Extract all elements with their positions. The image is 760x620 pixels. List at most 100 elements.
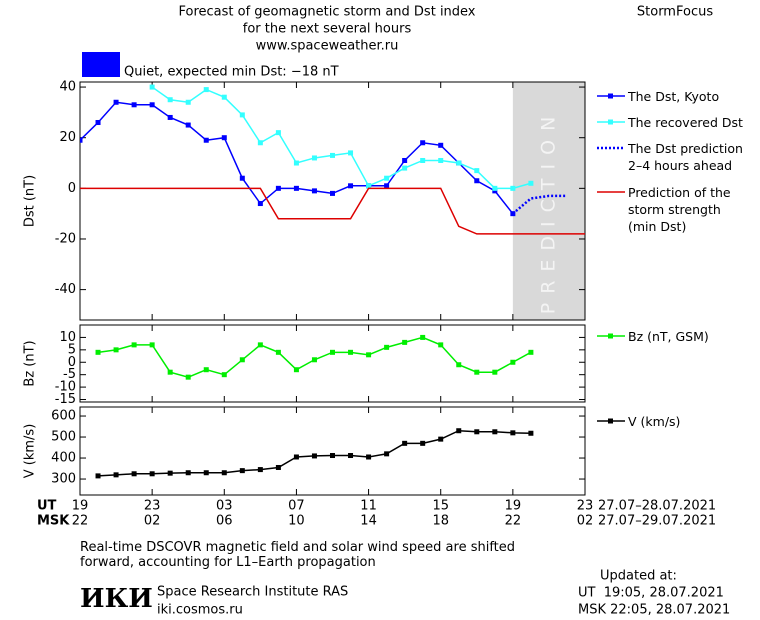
marker	[420, 140, 426, 146]
institute: Space Research Institute RAS	[157, 585, 348, 600]
marker	[203, 87, 209, 93]
marker	[275, 185, 281, 191]
plot-frame	[79, 406, 586, 496]
marker	[203, 470, 209, 476]
y-axis-label: Bz (nT)	[23, 340, 38, 386]
marker	[438, 436, 444, 442]
marker	[348, 150, 354, 156]
x-tick-label-msk: 02	[577, 514, 594, 529]
marker	[167, 97, 173, 103]
series-line	[97, 429, 531, 477]
marker	[221, 135, 227, 141]
marker	[185, 122, 191, 128]
marker	[492, 188, 498, 194]
series-line	[512, 194, 567, 215]
series-line	[80, 187, 585, 235]
marker	[113, 347, 119, 353]
marker	[402, 157, 408, 163]
legend-label: V (km/s)	[628, 414, 681, 429]
marker	[95, 349, 101, 355]
legend-marker	[608, 333, 613, 339]
marker	[95, 473, 101, 479]
marker	[203, 367, 209, 373]
marker	[257, 342, 263, 348]
marker	[149, 471, 155, 477]
marker	[438, 142, 444, 148]
marker	[420, 440, 426, 446]
marker	[257, 140, 263, 146]
marker	[311, 453, 317, 459]
marker	[185, 99, 191, 105]
x-tick-label-msk: 14	[360, 514, 377, 529]
prediction-zone	[512, 82, 585, 320]
marker	[420, 334, 426, 340]
marker	[384, 344, 390, 350]
marker	[239, 175, 245, 181]
y-tick-label: 600	[51, 409, 76, 424]
x-row-label: MSK	[37, 514, 70, 529]
x-tick-label-msk: 02	[144, 514, 161, 529]
marker	[528, 430, 534, 436]
marker	[420, 157, 426, 163]
marker	[221, 94, 227, 100]
y-tick-label: 40	[59, 80, 76, 95]
prediction-label: PREDICTION	[537, 108, 559, 315]
marker	[402, 165, 408, 171]
marker	[80, 137, 83, 143]
marker	[167, 369, 173, 375]
x-range: 27.07–29.07.2021	[598, 514, 716, 529]
x-row-label: UT	[37, 499, 57, 514]
series-group	[80, 84, 585, 235]
title: Forecast of geomagnetic storm and Dst in…	[178, 5, 475, 20]
brand: StormFocus	[637, 5, 713, 20]
marker	[131, 102, 137, 108]
url: iki.cosmos.ru	[157, 603, 243, 618]
marker	[185, 374, 191, 380]
marker	[239, 112, 245, 118]
marker	[149, 84, 155, 90]
legend-label: The Dst, Kyoto	[628, 89, 720, 104]
marker	[311, 188, 317, 194]
y-tick-label: 0	[68, 355, 76, 370]
y-tick-label: 300	[51, 472, 76, 487]
marker	[366, 454, 372, 460]
marker	[149, 102, 155, 108]
y-tick-label: 500	[51, 430, 76, 445]
marker	[384, 451, 390, 457]
x-tick-label: 23	[144, 499, 161, 514]
x-tick-label-msk: 18	[432, 514, 449, 529]
marker	[474, 168, 480, 174]
plot-frame	[79, 81, 586, 321]
marker	[456, 428, 462, 434]
marker	[239, 357, 245, 363]
marker	[366, 183, 372, 189]
marker	[113, 472, 119, 478]
marker	[203, 137, 209, 143]
x-tick-label-msk: 22	[505, 514, 522, 529]
marker	[221, 372, 227, 378]
updated: Updated at:	[600, 569, 677, 584]
marker	[185, 470, 191, 476]
legend-label: Prediction of the storm strength (min Ds…	[628, 185, 731, 234]
y-tick-label: -20	[55, 231, 76, 246]
marker	[492, 185, 498, 191]
marker	[510, 185, 516, 191]
marker	[528, 180, 534, 186]
marker	[330, 453, 335, 459]
y-tick-label: 20	[59, 130, 76, 145]
series-line	[151, 86, 532, 190]
marker	[528, 349, 534, 355]
marker	[149, 342, 155, 348]
x-tick-label: 19	[505, 499, 522, 514]
marker	[492, 429, 498, 435]
marker	[293, 185, 299, 191]
x-range: 27.07–28.07.2021	[598, 499, 716, 514]
legend-label: The Dst prediction 2–4 hours ahead	[628, 141, 743, 173]
marker	[221, 470, 227, 476]
marker	[275, 464, 281, 470]
marker	[113, 99, 119, 105]
marker	[293, 160, 299, 166]
marker	[257, 201, 263, 207]
x-tick-label: 11	[360, 499, 377, 514]
